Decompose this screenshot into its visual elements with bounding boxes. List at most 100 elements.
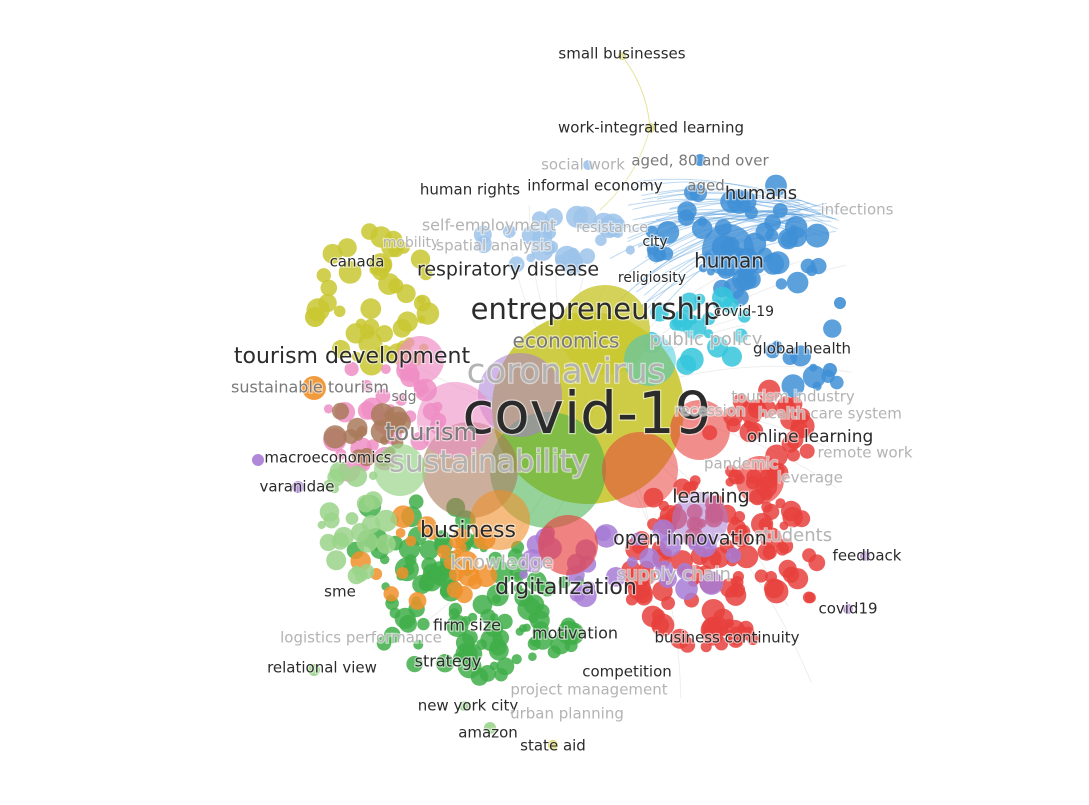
keyword-node[interactable] [391,505,415,528]
keyword-node[interactable] [656,221,680,244]
keyword-node[interactable] [714,637,729,651]
keyword-label[interactable]: remote work [816,442,914,462]
keyword-node[interactable] [645,225,658,238]
keyword-node[interactable] [758,379,781,402]
keyword-node[interactable] [676,562,693,580]
keyword-hub-node[interactable] [672,492,728,548]
keyword-node[interactable] [318,293,337,313]
keyword-node[interactable] [359,352,384,376]
keyword-label[interactable]: covid19 [817,598,878,618]
keyword-node[interactable] [639,548,660,569]
keyword-node[interactable] [323,425,347,449]
keyword-label[interactable]: covid-19 [713,303,776,321]
keyword-label[interactable]: business continuity [653,627,801,647]
keyword-label[interactable]: urban planning [509,703,625,723]
keyword-node[interactable] [659,535,682,557]
keyword-node[interactable] [408,592,427,610]
keyword-label[interactable]: tourism [384,417,478,447]
keyword-hub-node[interactable] [470,490,530,550]
keyword-label[interactable]: new york city [416,695,519,715]
keyword-label[interactable]: covid-19 [461,378,713,448]
keyword-node[interactable] [302,376,326,400]
keyword-node[interactable] [419,267,433,281]
keyword-node[interactable] [419,540,439,560]
keyword-label[interactable]: aged, 80 and over [630,150,771,170]
keyword-node[interactable] [802,365,826,389]
keyword-node[interactable] [337,238,357,258]
keyword-node[interactable] [435,654,455,673]
keyword-node[interactable] [699,263,708,273]
keyword-node[interactable] [498,582,508,592]
keyword-node[interactable] [395,393,408,406]
keyword-node[interactable] [786,271,809,294]
keyword-node[interactable] [772,203,788,218]
keyword-node[interactable] [754,569,768,583]
keyword-node[interactable] [419,580,430,591]
keyword-node[interactable] [344,361,359,377]
keyword-node[interactable] [388,411,411,434]
keyword-node[interactable] [650,303,669,322]
keyword-label[interactable]: sme [323,581,357,601]
keyword-node[interactable] [385,425,395,434]
keyword-node[interactable] [319,533,337,552]
keyword-node[interactable] [417,617,430,631]
keyword-node[interactable] [757,542,776,561]
keyword-node[interactable] [519,570,528,579]
keyword-label[interactable]: spatial analysis [435,235,553,255]
keyword-node[interactable] [455,633,475,652]
keyword-node[interactable] [731,575,744,589]
keyword-node[interactable] [395,528,406,538]
keyword-hub-node[interactable] [602,432,678,508]
keyword-node[interactable] [808,554,826,572]
keyword-node[interactable] [417,516,437,536]
keyword-hub-node[interactable] [538,515,598,575]
keyword-label[interactable]: infections [819,199,895,219]
keyword-node[interactable] [519,624,528,633]
keyword-node[interactable] [775,498,786,509]
keyword-node[interactable] [459,701,469,711]
keyword-node[interactable] [733,328,748,343]
keyword-label[interactable]: motivation [531,622,619,643]
keyword-hub-node[interactable] [624,334,676,386]
keyword-node[interactable] [331,340,350,359]
keyword-label[interactable]: macroeconomics [263,447,393,467]
keyword-node[interactable] [548,740,558,750]
keyword-node[interactable] [673,478,692,497]
keyword-node[interactable] [534,604,550,619]
keyword-node[interactable] [700,641,712,653]
keyword-node[interactable] [426,568,439,582]
keyword-node[interactable] [684,184,701,201]
keyword-node[interactable] [658,569,677,589]
keyword-node[interactable] [795,411,809,425]
keyword-node[interactable] [765,228,779,242]
keyword-node[interactable] [338,261,362,284]
keyword-node[interactable] [790,345,812,367]
keyword-label[interactable]: sustainability [388,443,590,480]
keyword-node[interactable] [356,494,375,513]
keyword-node[interactable] [317,520,326,530]
keyword-node[interactable] [823,319,842,338]
keyword-node[interactable] [383,586,399,602]
keyword-node[interactable] [618,52,626,60]
keyword-node[interactable] [508,256,525,273]
keyword-node[interactable] [595,234,607,246]
keyword-node[interactable] [526,571,547,592]
keyword-label[interactable]: logistics performance [279,627,443,647]
keyword-label[interactable]: state aid [519,735,587,755]
keyword-node[interactable] [326,550,347,571]
keyword-node[interactable] [488,551,503,566]
keyword-node[interactable] [333,305,346,318]
keyword-label[interactable]: informal economy [526,175,664,195]
keyword-node[interactable] [612,227,624,239]
keyword-node[interactable] [479,665,496,682]
keyword-node[interactable] [606,567,626,587]
keyword-node[interactable] [775,398,797,420]
keyword-node[interactable] [502,224,516,238]
keyword-node[interactable] [737,309,751,323]
keyword-node[interactable] [329,461,350,482]
keyword-node[interactable] [521,549,545,573]
keyword-label[interactable]: mobility [382,234,441,252]
keyword-node[interactable] [772,340,782,351]
keyword-node[interactable] [305,307,325,327]
